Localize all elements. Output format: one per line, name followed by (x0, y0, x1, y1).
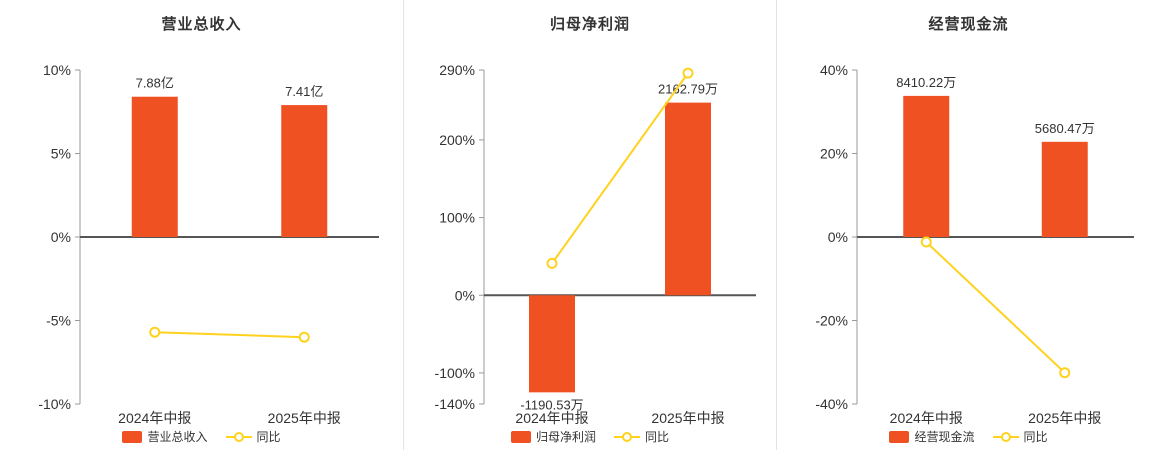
net-profit-chart-legend: 归母净利润 同比 (404, 428, 776, 445)
y-tick-label: -140% (435, 396, 475, 412)
yoy-line-marker-icon (225, 431, 252, 443)
y-tick-label: 20% (820, 146, 848, 162)
legend-item-cash-flow-bars[interactable]: 经营现金流 (889, 428, 975, 445)
yoy-series-label: 同比 (256, 430, 281, 444)
yoy-line (551, 72, 689, 264)
y-tick-label: 10% (43, 62, 71, 78)
y-tick-label: 0% (51, 229, 71, 245)
bar-2024年中报[interactable] (131, 96, 178, 237)
x-category-label: 2024年中报 (890, 410, 963, 426)
cash-flow-chart-plot: 40% 20% 0% -20% -40% 8410.22万 2024年中报 5680.47万 2… (815, 62, 1134, 426)
legend-item-net-profit-yoy[interactable]: 同比 (614, 428, 669, 445)
yoy-marker-2024年中报[interactable] (546, 257, 558, 269)
panel-operating-cash-flow: 经营现金流 40% 20% 0% -20% -40% 8410.22万 2024年中报 568… (777, 0, 1160, 450)
cash-flow-chart-legend: 经营现金流 同比 (777, 428, 1160, 445)
chart-title-net-profit: 归母净利润 (549, 16, 630, 33)
legend-item-revenue-bars[interactable]: 营业总收入 (122, 428, 208, 445)
yoy-series-label: 同比 (645, 430, 670, 444)
y-tick-label: 5% (51, 146, 71, 162)
legend-item-net-profit-bars[interactable]: 归母净利润 (510, 428, 596, 445)
y-tick-label: -100% (435, 365, 475, 381)
legend-item-cash-flow-yoy[interactable]: 同比 (992, 428, 1048, 445)
y-tick-label: 0% (828, 229, 848, 245)
panel-net-profit: 归母净利润 290% 200% 100% 0% -100% -140% -1190.53万 2… (404, 0, 776, 450)
panel-divider (776, 0, 777, 450)
legend-item-revenue-yoy[interactable]: 同比 (225, 428, 281, 445)
yoy-line (154, 331, 305, 339)
chart-title-revenue: 营业总收入 (161, 16, 242, 33)
yoy-marker-2024年中报[interactable] (149, 326, 161, 338)
yoy-marker-2024年中报[interactable] (920, 236, 932, 248)
bar-2025年中报[interactable] (281, 105, 328, 237)
yoy-marker-2025年中报[interactable] (1059, 367, 1071, 379)
bar-2025年中报[interactable] (1041, 141, 1088, 237)
bar-series-label: 经营现金流 (914, 430, 975, 444)
revenue-chart-plot: 10% 5% 0% -5% -10% 7.88亿 2024年中报 7.41亿 2025年中报 (38, 62, 379, 426)
bar-series-swatch-icon (889, 430, 910, 443)
x-category-label: 2025年中报 (1028, 410, 1101, 426)
bar-2024年中报[interactable] (529, 295, 575, 393)
bar-series-label: 营业总收入 (147, 430, 208, 444)
bar-value-label: 5680.47万 (1035, 121, 1095, 136)
y-tick-label: -40% (815, 396, 848, 412)
y-tick-label: -5% (46, 313, 71, 329)
x-category-label: 2024年中报 (118, 410, 191, 426)
y-tick-label: -10% (38, 396, 71, 412)
bar-value-label: 7.88亿 (136, 76, 174, 91)
y-tick-label: 290% (439, 62, 475, 78)
chart-title-cash-flow: 经营现金流 (928, 16, 1009, 33)
yoy-marker-2025年中报[interactable] (298, 331, 310, 343)
bar-value-label: 7.41亿 (285, 84, 323, 99)
yoy-line (925, 241, 1066, 374)
bar-value-label: 2162.79万 (658, 82, 718, 97)
bar-value-label: -1190.53万 (520, 397, 583, 412)
y-tick-label: 200% (439, 132, 475, 148)
panel-revenue: 营业总收入 10% 5% 0% -5% -10% 7.88亿 2024年中报 7.41亿 202… (0, 0, 403, 450)
y-tick-label: 100% (439, 210, 475, 226)
y-tick-label: 40% (820, 62, 848, 78)
yoy-series-label: 同比 (1023, 430, 1048, 444)
bar-series-swatch-icon (510, 430, 531, 443)
yoy-marker-2025年中报[interactable] (682, 67, 694, 79)
yoy-line-marker-icon (614, 431, 640, 443)
x-category-label: 2025年中报 (268, 410, 341, 426)
x-category-label: 2024年中报 (515, 410, 588, 426)
bar-2024年中报[interactable] (903, 95, 950, 237)
y-tick-label: -20% (815, 313, 848, 329)
bar-value-label: 8410.22万 (896, 75, 956, 90)
panel-divider (403, 0, 404, 450)
revenue-chart-legend: 营业总收入 同比 (0, 428, 403, 445)
yoy-line-marker-icon (992, 431, 1019, 443)
bar-2025年中报[interactable] (665, 102, 711, 296)
bar-series-swatch-icon (122, 430, 143, 443)
x-category-label: 2025年中报 (651, 410, 724, 426)
y-tick-label: 0% (455, 287, 475, 303)
bar-series-label: 归母净利润 (535, 430, 596, 444)
net-profit-chart-plot: 290% 200% 100% 0% -100% -140% -1190.53万2024年中报… (435, 62, 756, 426)
